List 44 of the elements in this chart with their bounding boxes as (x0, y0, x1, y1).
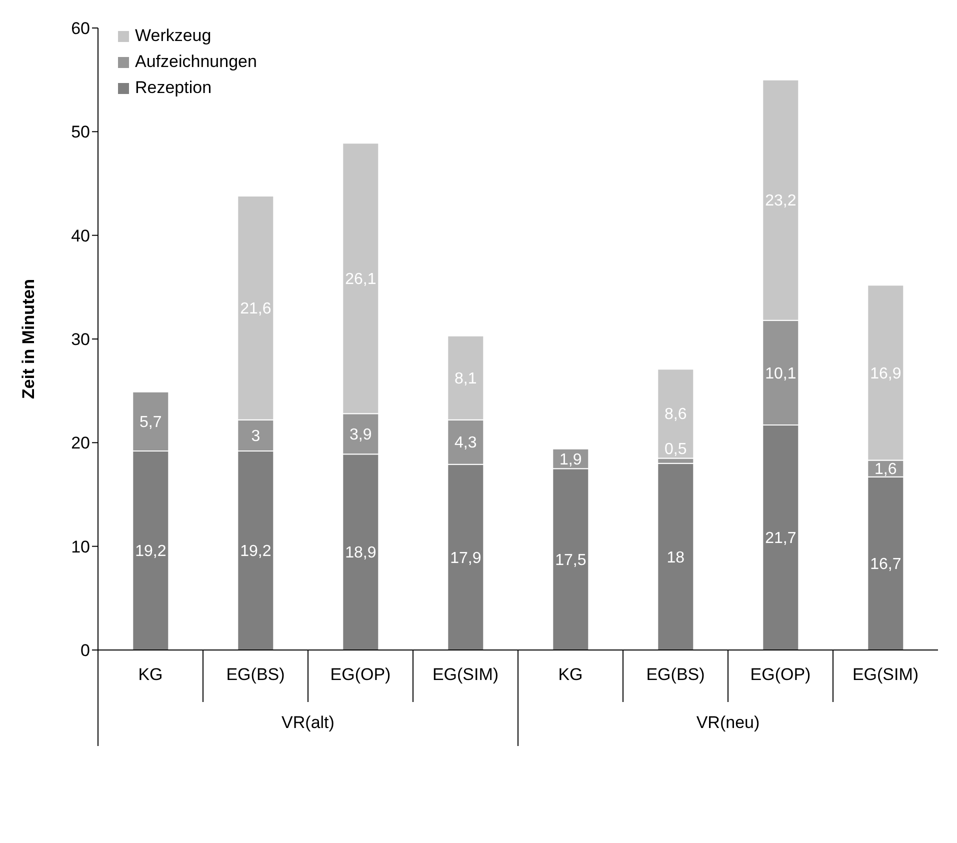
data-label: 8,6 (664, 406, 687, 424)
x-tick-label: KG (138, 665, 163, 684)
data-label: 17,9 (450, 550, 482, 567)
y-axis-title: Zeit in Minuten (19, 279, 38, 399)
x-tick-label: EG(OP) (330, 665, 391, 684)
x-tick-label: EG(BS) (646, 665, 705, 684)
x-tick-label: EG(OP) (750, 665, 811, 684)
y-tick-label: 60 (71, 19, 90, 38)
legend-label: Rezeption (135, 78, 212, 98)
x-tick-label: EG(SIM) (852, 665, 919, 684)
data-label: 18,9 (345, 544, 376, 562)
y-tick-label: 0 (80, 641, 90, 660)
y-tick-label: 40 (71, 226, 90, 246)
data-label: 18 (666, 549, 685, 566)
y-tick-label: 50 (71, 122, 90, 142)
bar (657, 462, 694, 650)
data-label: 21,6 (240, 300, 272, 318)
data-label: 4,3 (454, 434, 477, 452)
data-label: 3,9 (350, 426, 372, 444)
text: VR(alt) (282, 713, 334, 732)
data-label: 8,1 (454, 370, 477, 388)
legend-label: Aufzeichnungen (135, 52, 257, 72)
legend-label: Werkzeug (135, 26, 212, 46)
text: VR(neu) (696, 713, 760, 732)
data-label: 26,1 (345, 270, 376, 288)
x-tick-label: EG(SIM) (432, 665, 499, 684)
x-tick-label: KG (558, 665, 583, 684)
data-label: 23,2 (765, 192, 796, 210)
data-label: 5,7 (140, 414, 162, 432)
y-tick-label: 30 (71, 330, 90, 350)
data-label: 16,9 (870, 365, 902, 382)
data-label: 1,6 (874, 461, 897, 478)
y-tick-label: 10 (71, 537, 90, 556)
y-tick-label: 20 (71, 434, 90, 453)
data-label: 0,5 (664, 440, 687, 458)
data-label: 21,7 (765, 530, 796, 548)
data-label: 16,7 (870, 556, 902, 574)
x-tick-label: EG(BS) (226, 665, 285, 684)
data-label: 3 (251, 428, 260, 446)
data-label: 1,9 (560, 451, 582, 468)
data-label: 10,1 (765, 365, 796, 382)
data-label: 17,5 (555, 552, 586, 569)
data-label: 19,2 (135, 543, 166, 560)
data-label: 19,2 (240, 543, 272, 560)
